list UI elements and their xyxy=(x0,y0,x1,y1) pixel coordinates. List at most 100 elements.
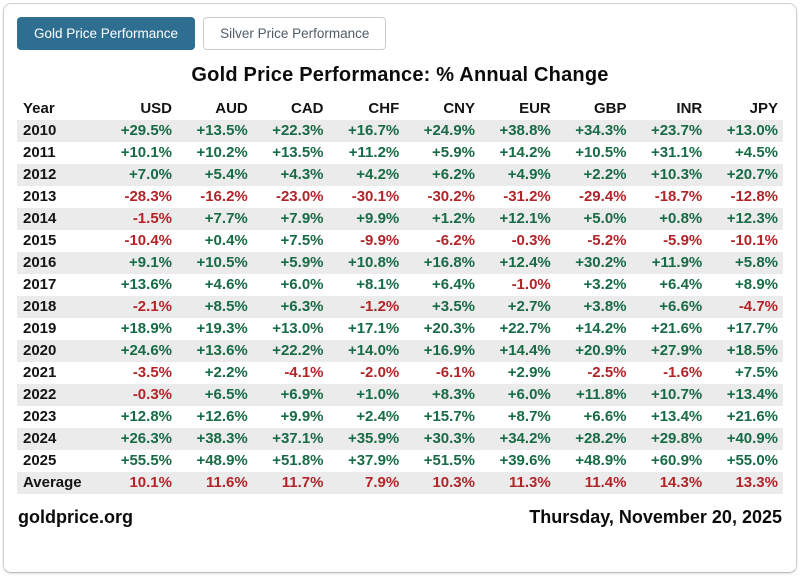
value-cell: +11.9% xyxy=(651,254,703,271)
table-header-row: Year USD AUD CAD CHF CNY EUR GBP INR JPY xyxy=(17,98,783,120)
value-cell: +20.3% xyxy=(423,320,475,337)
value-cell: +6.4% xyxy=(659,276,703,293)
value-cell: +17.1% xyxy=(347,320,400,337)
row-label: 2020 xyxy=(23,342,57,359)
row-label: Average xyxy=(23,474,82,491)
value-cell: +48.9% xyxy=(575,452,627,469)
value-cell: -1.6% xyxy=(663,364,703,381)
value-cell: +30.2% xyxy=(575,254,627,271)
column-header-year: Year xyxy=(23,100,55,117)
table-row: 2017 +13.6% +4.6% +6.0% +8.1% +6.4% -1.0% +3.2%… xyxy=(17,274,783,296)
value-cell: +40.9% xyxy=(726,430,778,447)
value-cell: -4.7% xyxy=(738,298,778,315)
value-cell: +4.5% xyxy=(735,144,778,161)
row-label: 2025 xyxy=(23,452,57,469)
value-cell: 7.9% xyxy=(365,474,400,491)
value-cell: -0.3% xyxy=(511,232,551,249)
value-cell: +5.4% xyxy=(204,166,248,183)
value-cell: +2.4% xyxy=(356,408,400,425)
tab-gold-price-performance[interactable]: Gold Price Performance xyxy=(17,17,196,50)
value-cell: +13.5% xyxy=(272,144,324,161)
value-cell: +29.8% xyxy=(650,430,703,447)
table-row: 2018 -2.1% +8.5% +6.3% -1.2% +3.5% +2.7% +3.8% +… xyxy=(17,296,783,318)
row-label: 2023 xyxy=(23,408,57,425)
value-cell: +7.5% xyxy=(735,364,778,381)
table-row: 2022 -0.3% +6.5% +6.9% +1.0% +8.3% +6.0% +11.8%… xyxy=(17,384,783,406)
value-cell: +38.8% xyxy=(499,122,551,139)
value-cell: +9.9% xyxy=(356,210,400,227)
value-cell: +12.3% xyxy=(726,210,778,227)
value-cell: -3.5% xyxy=(132,364,172,381)
value-cell: 10.1% xyxy=(129,474,172,491)
value-cell: +13.5% xyxy=(196,122,248,139)
table-row: 2015 -10.4% +0.4% +7.5% -9.9% -6.2% -0.3% -5.2%… xyxy=(17,230,783,252)
table-row: 2023 +12.8% +12.6% +9.9% +2.4% +15.7% +8.7% +6.… xyxy=(17,406,783,428)
value-cell: +21.6% xyxy=(726,408,778,425)
column-header-usd: USD xyxy=(140,100,172,117)
value-cell: +16.7% xyxy=(347,122,400,139)
value-cell: +9.1% xyxy=(129,254,172,271)
value-cell: +13.6% xyxy=(120,276,172,293)
value-cell: +27.9% xyxy=(650,342,703,359)
value-cell: +37.9% xyxy=(347,452,400,469)
value-cell: +14.2% xyxy=(499,144,551,161)
value-cell: +38.3% xyxy=(196,430,248,447)
value-cell: -2.0% xyxy=(360,364,400,381)
column-header-gbp: GBP xyxy=(593,100,627,117)
value-cell: -31.2% xyxy=(503,188,551,205)
value-cell: +8.9% xyxy=(735,276,778,293)
value-cell: -10.1% xyxy=(730,232,778,249)
value-cell: -2.1% xyxy=(132,298,172,315)
row-label: 2018 xyxy=(23,298,57,315)
value-cell: +17.7% xyxy=(726,320,778,337)
value-cell: +13.4% xyxy=(726,386,778,403)
value-cell: +55.5% xyxy=(120,452,172,469)
value-cell: -12.8% xyxy=(730,188,778,205)
table-row: 2012 +7.0% +5.4% +4.3% +4.2% +6.2% +4.9% +2.2% +… xyxy=(17,164,783,186)
row-label: 2019 xyxy=(23,320,57,337)
value-cell: -16.2% xyxy=(200,188,248,205)
column-header-eur: EUR xyxy=(519,100,551,117)
footer-date: Thursday, November 20, 2025 xyxy=(529,507,782,527)
value-cell: +10.7% xyxy=(650,386,703,403)
value-cell: +2.2% xyxy=(583,166,627,183)
row-label: 2011 xyxy=(23,144,56,161)
value-cell: -18.7% xyxy=(654,188,703,205)
value-cell: +6.3% xyxy=(280,298,324,315)
value-cell: +14.2% xyxy=(575,320,627,337)
value-cell: +12.4% xyxy=(499,254,551,271)
tab-silver-price-performance[interactable]: Silver Price Performance xyxy=(203,17,387,50)
value-cell: 13.3% xyxy=(735,474,778,491)
value-cell: +3.8% xyxy=(583,298,627,315)
column-header-jpy: JPY xyxy=(749,100,778,117)
value-cell: +37.1% xyxy=(272,430,324,447)
value-cell: +2.7% xyxy=(507,298,551,315)
value-cell: +7.7% xyxy=(204,210,248,227)
column-header-cad: CAD xyxy=(291,100,324,117)
value-cell: +7.0% xyxy=(129,166,172,183)
value-cell: +22.2% xyxy=(272,342,324,359)
row-label: 2012 xyxy=(23,166,57,183)
value-cell: 10.3% xyxy=(432,474,475,491)
value-cell: +12.8% xyxy=(120,408,172,425)
footer: goldprice.org Thursday, November 20, 202… xyxy=(4,494,796,528)
value-cell: 11.6% xyxy=(206,474,248,491)
value-cell: -30.1% xyxy=(351,188,400,205)
column-header-aud: AUD xyxy=(215,100,248,117)
value-cell: +20.7% xyxy=(726,166,778,183)
value-cell: +6.5% xyxy=(204,386,248,403)
value-cell: +5.0% xyxy=(583,210,627,227)
value-cell: +0.8% xyxy=(659,210,703,227)
value-cell: +5.9% xyxy=(280,254,324,271)
value-cell: -1.5% xyxy=(132,210,172,227)
value-cell: -6.2% xyxy=(435,232,475,249)
value-cell: +10.2% xyxy=(196,144,248,161)
value-cell: +13.0% xyxy=(272,320,324,337)
main-card: Gold Price Performance Silver Price Perf… xyxy=(3,3,797,573)
value-cell: -10.4% xyxy=(124,232,172,249)
value-cell: +7.9% xyxy=(280,210,324,227)
performance-table: Year USD AUD CAD CHF CNY EUR GBP INR JPY 2010 +29.… xyxy=(17,98,783,494)
value-cell: +13.4% xyxy=(650,408,703,425)
value-cell: +4.6% xyxy=(204,276,248,293)
value-cell: +6.2% xyxy=(432,166,475,183)
